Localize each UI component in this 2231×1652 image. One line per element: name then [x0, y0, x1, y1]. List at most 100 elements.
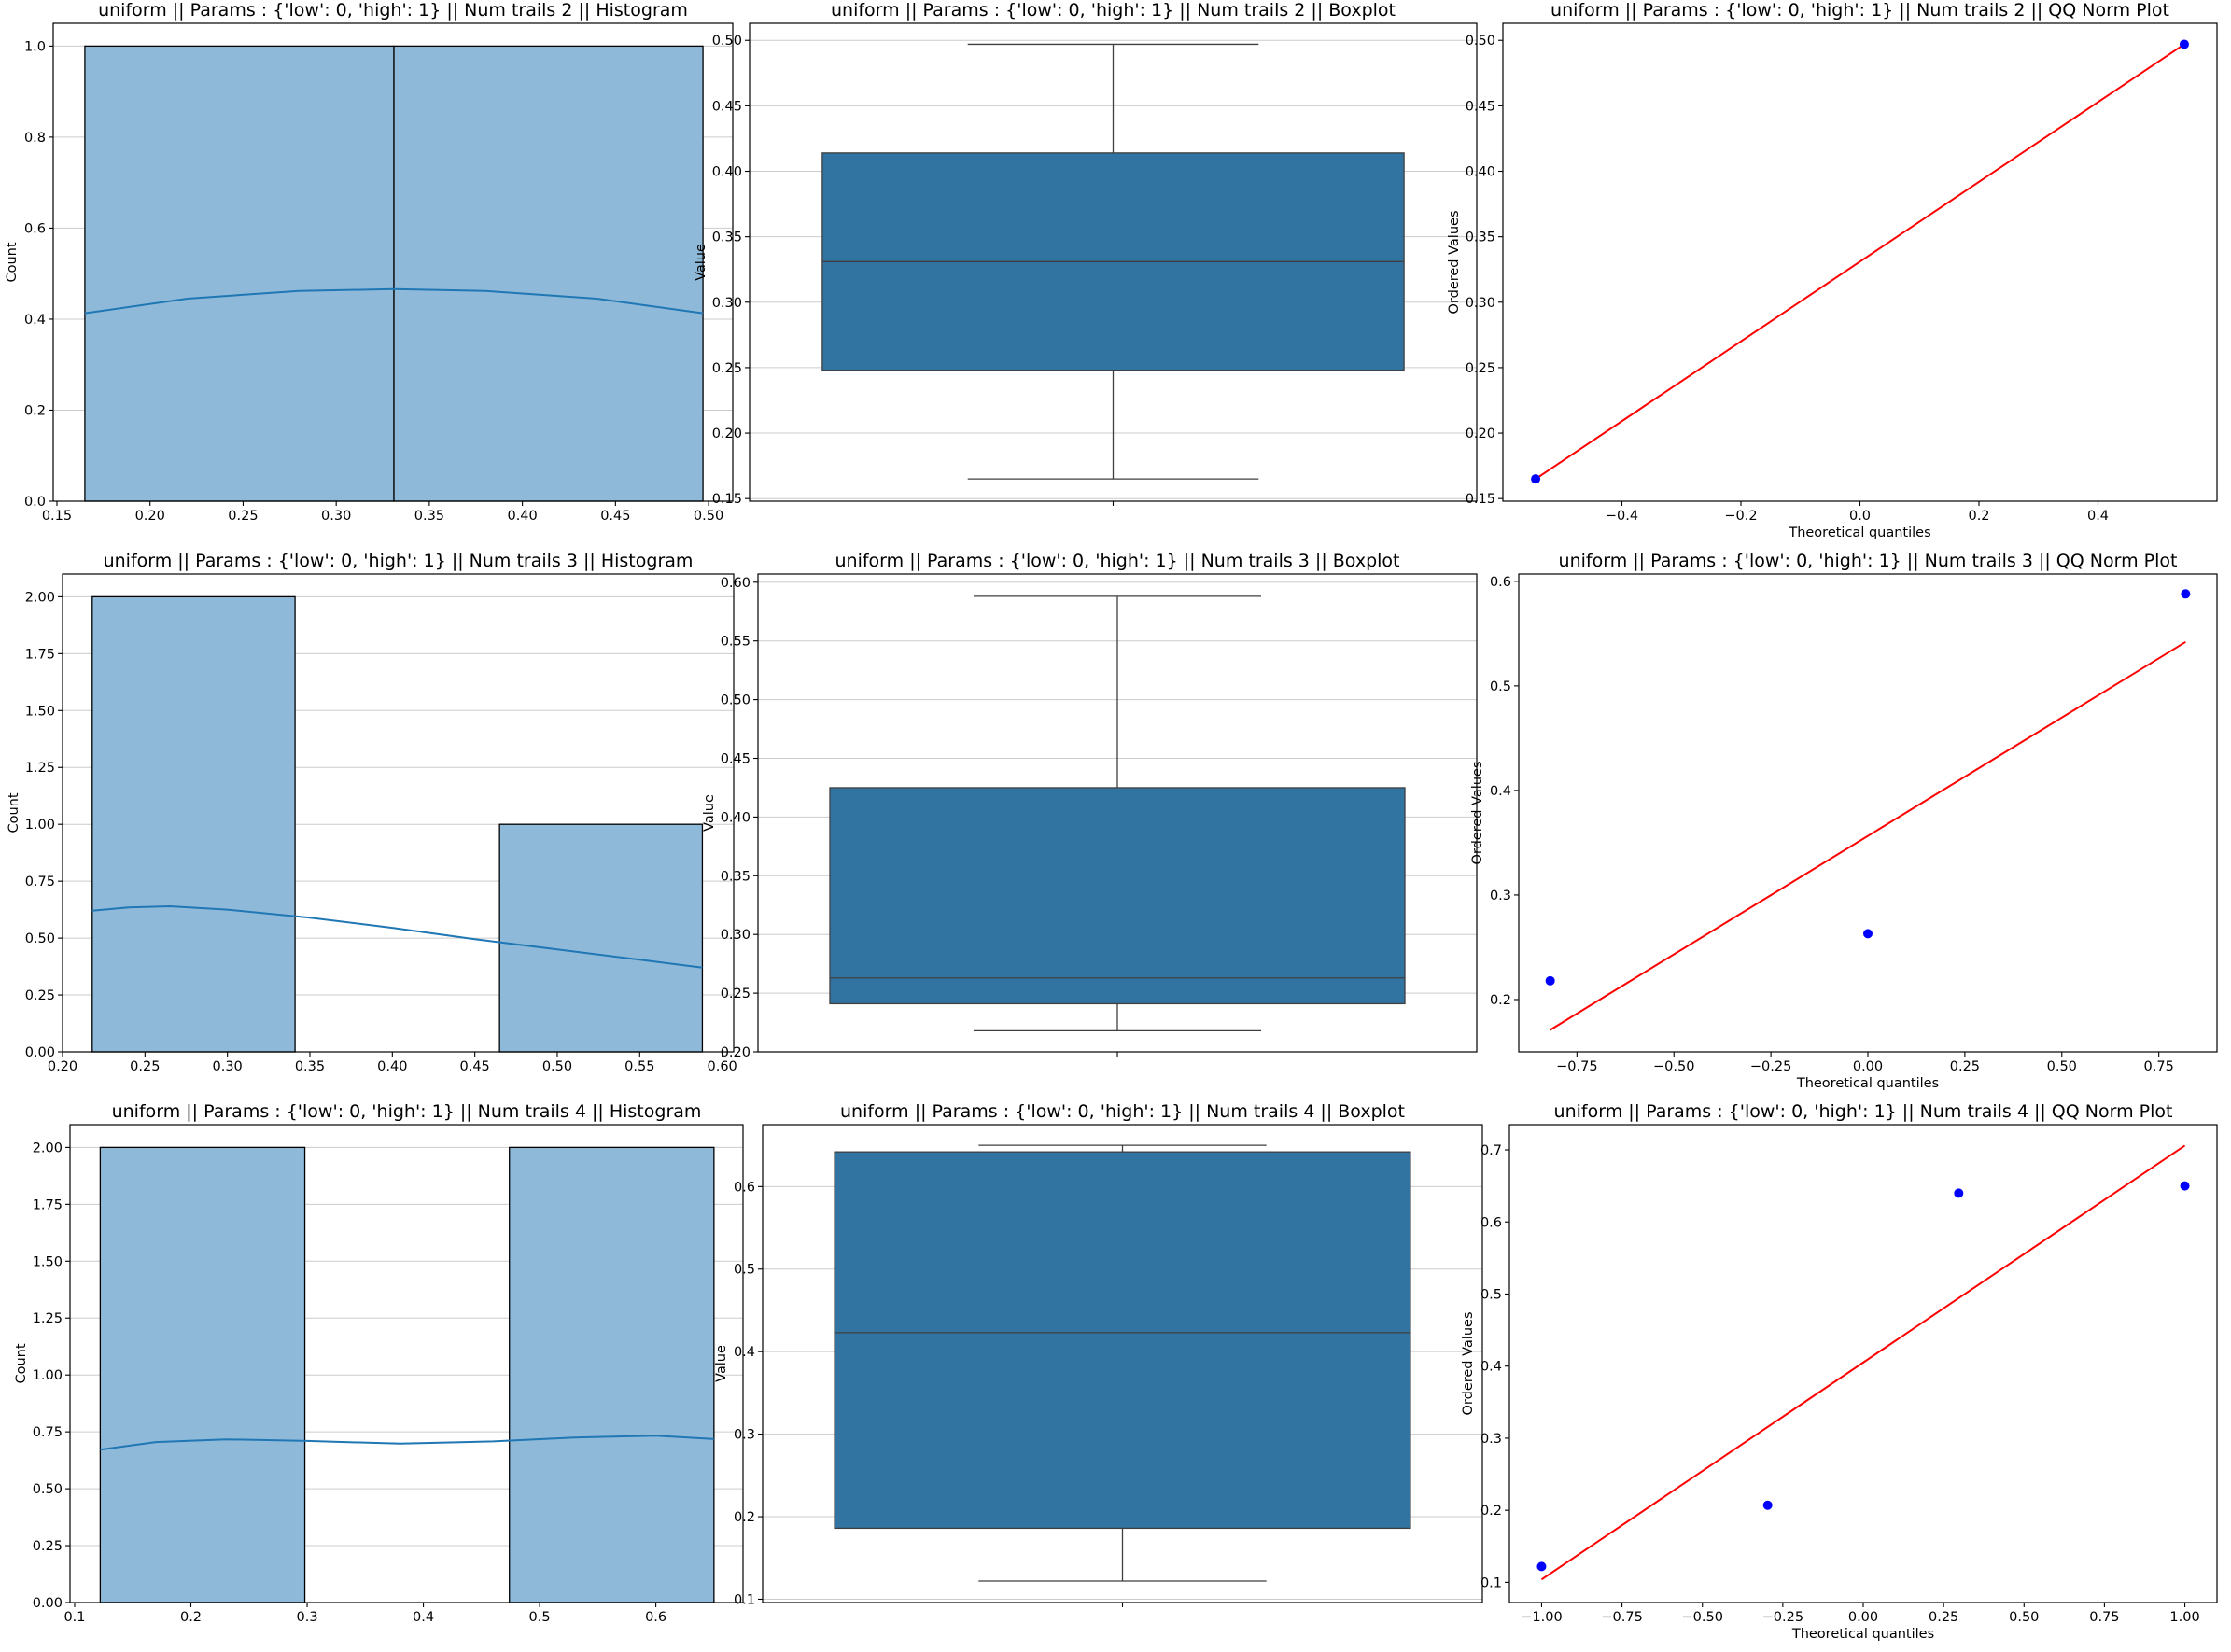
qq-point [2180, 1181, 2190, 1191]
qq-point [1531, 474, 1541, 484]
y-axis-label: Value [714, 1345, 729, 1382]
y-tick-label: 0.25 [721, 987, 751, 1001]
histogram-bar [84, 45, 395, 502]
y-tick-label: 0.60 [721, 576, 751, 591]
subplot-title: uniform || Params : {'low': 0, 'high': 1… [104, 551, 694, 571]
qq-fit-line [1540, 1144, 2186, 1581]
x-tick-label: 0.40 [507, 509, 537, 524]
y-tick-label: 0.15 [712, 492, 742, 507]
x-tick-label: −0.75 [1601, 1610, 1642, 1625]
y-tick-label: 0.75 [33, 1425, 63, 1440]
y-tick-label: 0.50 [721, 693, 751, 708]
subplot-title: uniform || Params : {'low': 0, 'high': 1… [835, 551, 1400, 571]
x-tick-label: 0.30 [321, 509, 351, 524]
x-tick-label: 0.45 [459, 1059, 489, 1074]
subplot-title: uniform || Params : {'low': 0, 'high': 1… [1554, 1101, 2173, 1122]
x-tick-label: 0.6 [645, 1610, 666, 1625]
y-tick-label: 0.4 [24, 313, 46, 328]
x-tick-label: 0.75 [2089, 1610, 2119, 1625]
y-tick-label: 0.8 [24, 131, 46, 146]
y-tick-label: 0.50 [33, 1482, 63, 1497]
box-iqr [834, 1151, 1411, 1530]
y-axis-label: Count [5, 242, 20, 282]
x-tick-label: −0.4 [1606, 509, 1638, 524]
y-tick-label: 1.25 [33, 1311, 63, 1326]
qq-point [1954, 1188, 1964, 1198]
x-tick-label: 0.35 [295, 1059, 325, 1074]
subplot-3: 0.15 0.20 0.25 0.30 0.35 0.40 0.45 0.50 −0.4 −0.2… [1447, 0, 2218, 540]
x-tick-label: 0.50 [2009, 1610, 2039, 1625]
subplot-9: 0.1 0.2 0.3 0.4 0.5 0.6 0.7 −1.00 −0.75 −0.50 −0.2… [1461, 1101, 2218, 1642]
y-tick-label: 1.25 [25, 761, 55, 776]
y-tick-label: 0.45 [721, 752, 751, 767]
y-tick-label: 1.50 [25, 704, 55, 719]
y-tick-label: 0.5 [734, 1263, 755, 1278]
subplot-title: uniform || Params : {'low': 0, 'high': 1… [1559, 551, 2178, 571]
subplot-title: uniform || Params : {'low': 0, 'high': 1… [840, 1101, 1405, 1122]
y-tick-label: 1.0 [24, 39, 46, 54]
x-tick-label: −0.50 [1682, 1610, 1723, 1625]
y-tick-label: 0.35 [721, 869, 751, 884]
y-tick-label: 1.50 [33, 1254, 63, 1269]
subplot-8: 0.1 0.2 0.3 0.4 0.5 0.6 uniform || Params : {'… [714, 1101, 1483, 1607]
subplot-title: uniform || Params : {'low': 0, 'high': 1… [98, 0, 688, 21]
y-tick-label: 0.6 [24, 221, 46, 236]
box-iqr [829, 787, 1406, 1005]
axes-frame [52, 22, 734, 502]
x-tick-label: −0.50 [1653, 1059, 1694, 1074]
y-axis-label: Count [7, 792, 21, 833]
y-tick-label: 0.0 [24, 495, 46, 510]
x-tick-label: 0.0 [1849, 509, 1871, 524]
x-tick-label: 0.00 [1848, 1610, 1878, 1625]
x-axis-label: Theoretical quantiles [1788, 525, 1930, 540]
y-tick-label: 0.4 [1490, 784, 1511, 799]
y-tick-label: 0.3 [1480, 1432, 1502, 1447]
x-tick-label: −0.2 [1724, 509, 1757, 524]
y-tick-label: 0.30 [712, 296, 742, 311]
y-tick-label: 0.3 [734, 1428, 755, 1443]
y-tick-label: 0.75 [25, 875, 55, 889]
subplot-1: 0.0 0.2 0.4 0.6 0.8 1.0 0.15 0.20 0.25 0.30 0.35 0.… [5, 0, 734, 524]
histogram-bar [498, 823, 704, 1053]
y-tick-label: 0.20 [1466, 427, 1495, 441]
x-tick-label: 0.15 [42, 509, 72, 524]
y-axis-label: Ordered Values [1461, 1312, 1476, 1416]
qq-fit-line [1535, 43, 2185, 480]
y-tick-label: 0.1 [734, 1592, 755, 1607]
x-tick-label: 0.50 [2047, 1059, 2077, 1074]
y-tick-label: 1.00 [25, 818, 55, 833]
y-tick-label: 0.4 [734, 1345, 755, 1360]
x-tick-label: 0.75 [2144, 1059, 2174, 1074]
y-tick-label: 0.45 [712, 99, 742, 114]
subplot-title: uniform || Params : {'low': 0, 'high': 1… [831, 0, 1396, 21]
y-tick-label: 0.2 [1490, 993, 1511, 1008]
y-tick-label: 0.2 [734, 1510, 755, 1525]
y-tick-label: 0.7 [1480, 1143, 1502, 1158]
subplot-title: uniform || Params : {'low': 0, 'high': 1… [1550, 0, 2169, 21]
y-tick-label: 0.55 [721, 635, 751, 650]
histogram-bar [393, 45, 704, 502]
x-tick-label: 0.45 [600, 509, 630, 524]
y-tick-label: 0.35 [712, 231, 742, 245]
kde-line [100, 1435, 714, 1451]
y-tick-label: 0.40 [712, 165, 742, 180]
subplot-title: uniform || Params : {'low': 0, 'high': 1… [112, 1101, 702, 1122]
y-tick-label: 0.45 [1466, 99, 1495, 114]
y-tick-label: 0.30 [1466, 296, 1495, 311]
y-tick-label: 2.00 [25, 590, 55, 605]
y-tick-label: 1.75 [25, 647, 55, 662]
y-tick-label: 0.50 [712, 34, 742, 49]
y-tick-label: 0.25 [1466, 361, 1495, 376]
x-tick-label: 0.2 [1968, 509, 1989, 524]
x-tick-label: 0.55 [624, 1059, 654, 1074]
y-tick-label: 0.5 [1480, 1287, 1502, 1302]
histogram-bar [99, 1146, 306, 1603]
axes-frame [62, 573, 735, 1053]
y-tick-label: 0.5 [1490, 679, 1511, 694]
subplot-2: 0.15 0.20 0.25 0.30 0.35 0.40 0.45 0.50 uniform … [694, 0, 1478, 507]
y-tick-label: 0.50 [1466, 34, 1495, 49]
kde-line [84, 287, 704, 315]
y-tick-label: 0.25 [25, 988, 55, 1003]
x-tick-label: 0.20 [135, 509, 165, 524]
